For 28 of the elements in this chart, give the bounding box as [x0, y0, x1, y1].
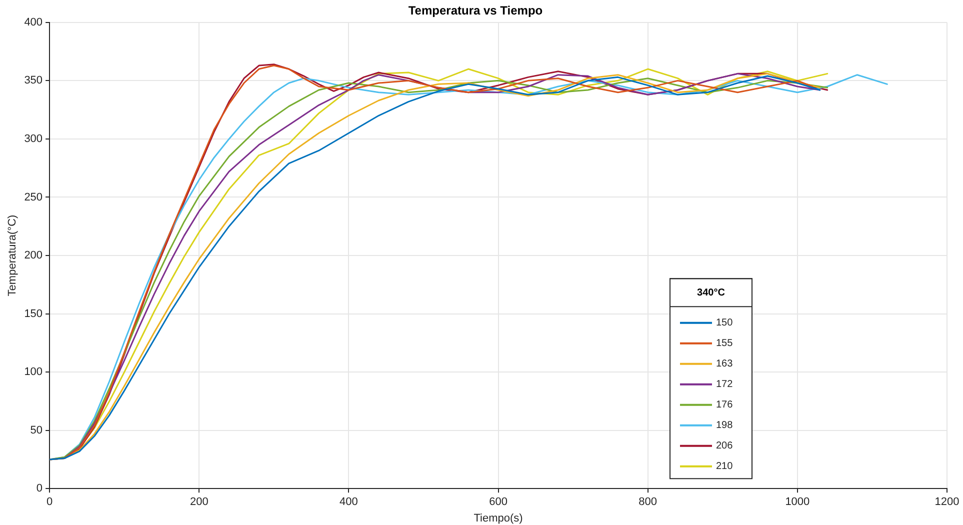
x-tick-label: 400 [340, 496, 358, 508]
y-tick-label: 100 [24, 366, 43, 378]
legend-label: 150 [716, 318, 734, 329]
x-tick-label: 200 [190, 496, 208, 508]
y-tick-label: 150 [24, 308, 43, 320]
legend-label: 198 [716, 420, 734, 432]
y-tick-label: 250 [24, 191, 43, 204]
legend-label: 206 [716, 440, 734, 452]
legend-label: 210 [716, 461, 734, 472]
x-axis-title: Tiempo(s) [474, 512, 523, 524]
legend-label: 176 [716, 400, 734, 411]
x-tick-label: 800 [638, 496, 658, 508]
x-tick-label: 1000 [785, 496, 810, 508]
y-tick-label: 300 [24, 132, 43, 145]
x-tick-label: 600 [489, 496, 508, 508]
x-tick-label: 1200 [934, 496, 960, 508]
legend-label: 155 [716, 338, 734, 350]
y-tick-label: 200 [24, 250, 43, 262]
y-tick-label: 350 [24, 74, 43, 87]
x-tick-label: 0 [46, 496, 53, 508]
y-tick-label: 0 [36, 482, 43, 495]
legend-label: 163 [716, 358, 734, 370]
y-axis-title: Temperatura(°C) [6, 214, 19, 296]
y-tick-label: 50 [30, 424, 43, 436]
chart-title: Temperatura vs Tiempo [408, 4, 543, 18]
y-tick-label: 400 [24, 16, 43, 28]
legend-title: 340°C [697, 287, 725, 298]
legend-label: 172 [716, 379, 734, 390]
